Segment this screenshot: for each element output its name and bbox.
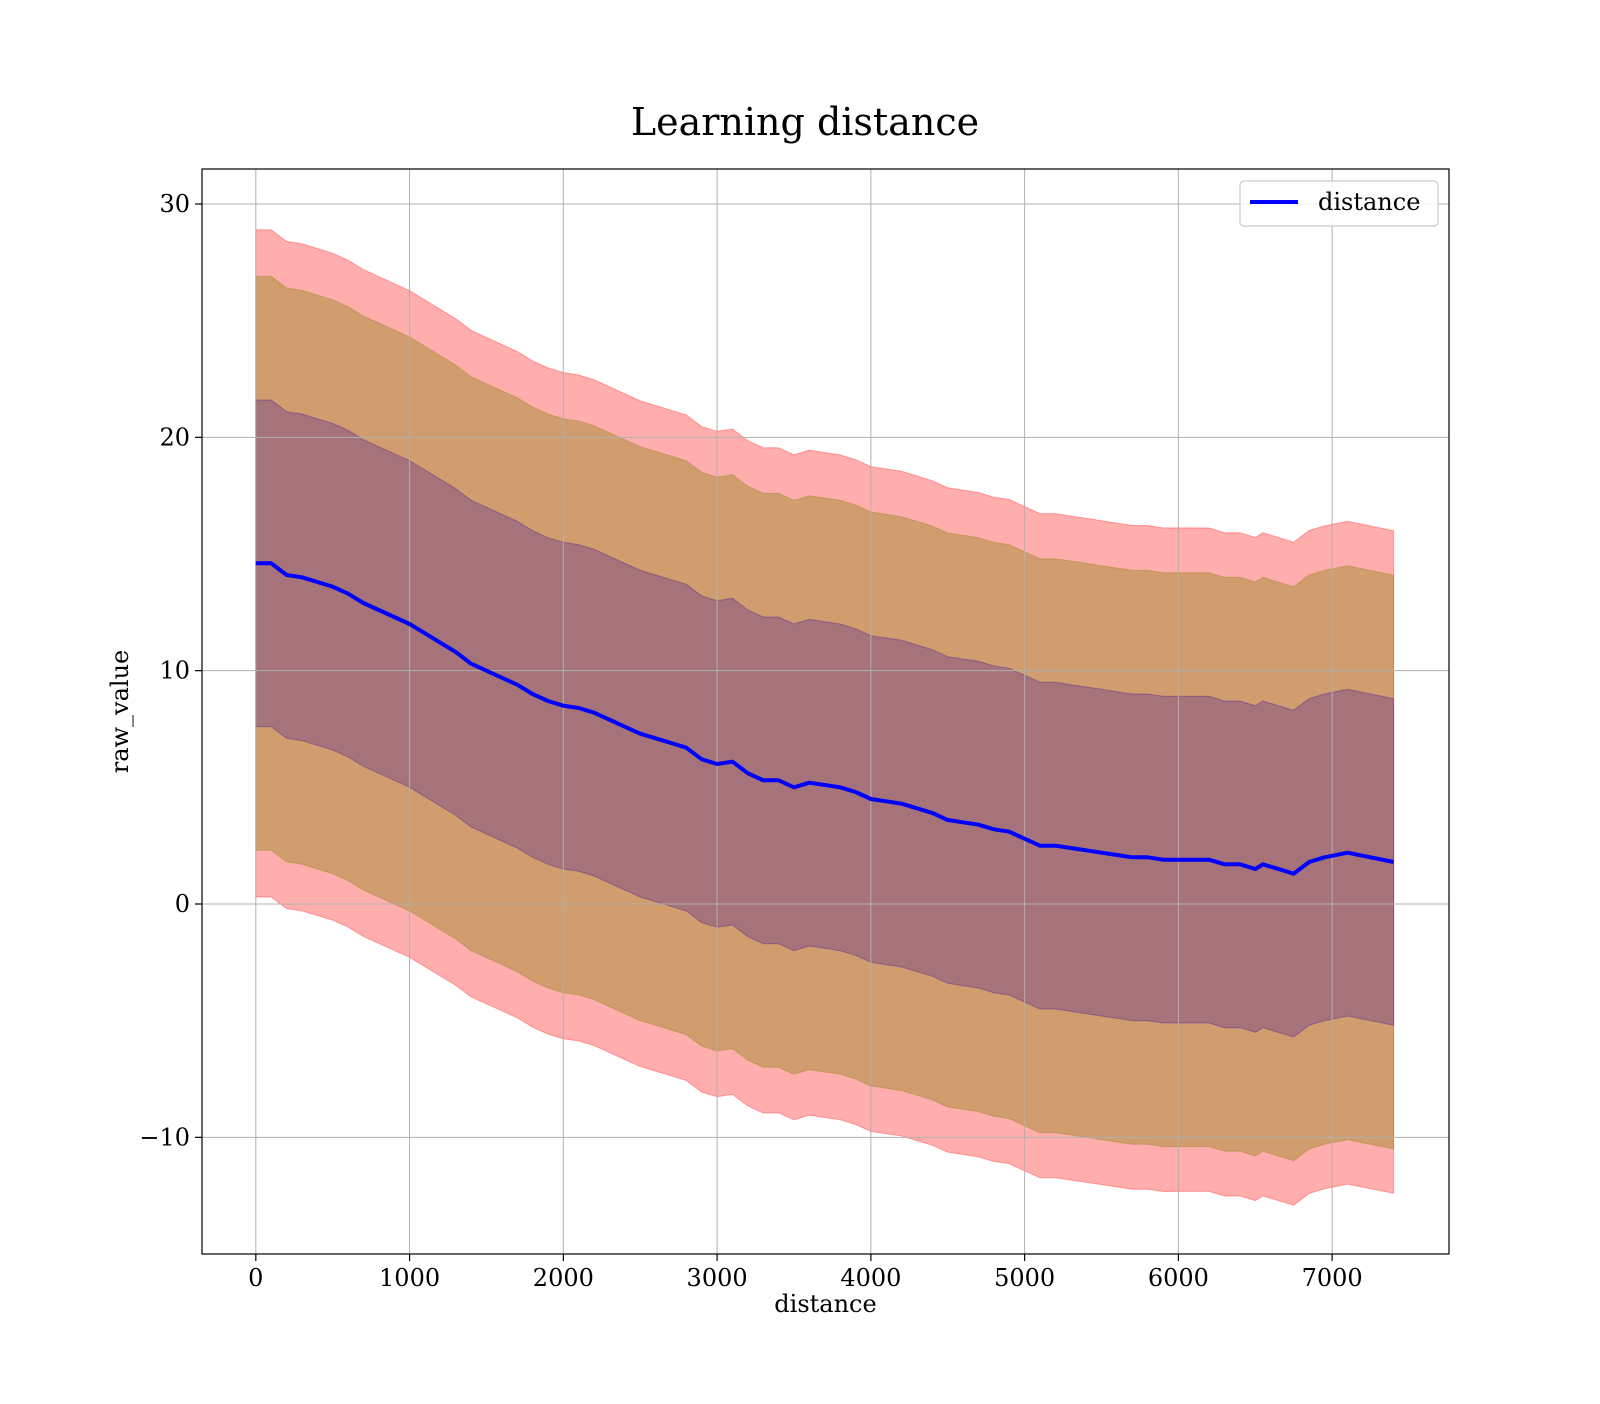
y-axis-label: raw_value [106, 650, 134, 774]
x-tick-label: 6000 [1148, 1264, 1209, 1292]
series-line-distance [255, 561, 1394, 876]
y-axis: −10 0 10 20 30 [139, 190, 202, 1151]
band-middle [255, 275, 1395, 1162]
band-inner [255, 399, 1395, 1038]
y-tick-label: 10 [159, 657, 190, 685]
x-tick-label: 0 [248, 1264, 263, 1292]
x-axis-label: distance [774, 1290, 876, 1318]
x-axis: 0 1000 2000 3000 4000 5000 6000 7000 [248, 1254, 1363, 1292]
x-tick-label: 4000 [840, 1264, 901, 1292]
x-tick-label: 3000 [687, 1264, 748, 1292]
y-tick-label: 30 [159, 190, 190, 218]
y-tick-label: 0 [175, 890, 190, 918]
x-tick-label: 5000 [994, 1264, 1055, 1292]
chart-title: Learning distance [630, 100, 980, 144]
y-tick-label: −10 [139, 1123, 190, 1151]
x-tick-label: 1000 [379, 1264, 440, 1292]
series-lines [255, 561, 1394, 876]
legend: distance [1239, 180, 1439, 227]
band-outer [255, 229, 1395, 1206]
x-tick-label: 7000 [1302, 1264, 1363, 1292]
grid-lines [202, 169, 1449, 1254]
legend-box [1239, 180, 1439, 227]
legend-label: distance [1318, 188, 1420, 216]
plot-frame [201, 168, 1450, 1255]
x-tick-label: 2000 [533, 1264, 594, 1292]
confidence-bands [255, 229, 1395, 1206]
y-tick-label: 20 [159, 423, 190, 451]
